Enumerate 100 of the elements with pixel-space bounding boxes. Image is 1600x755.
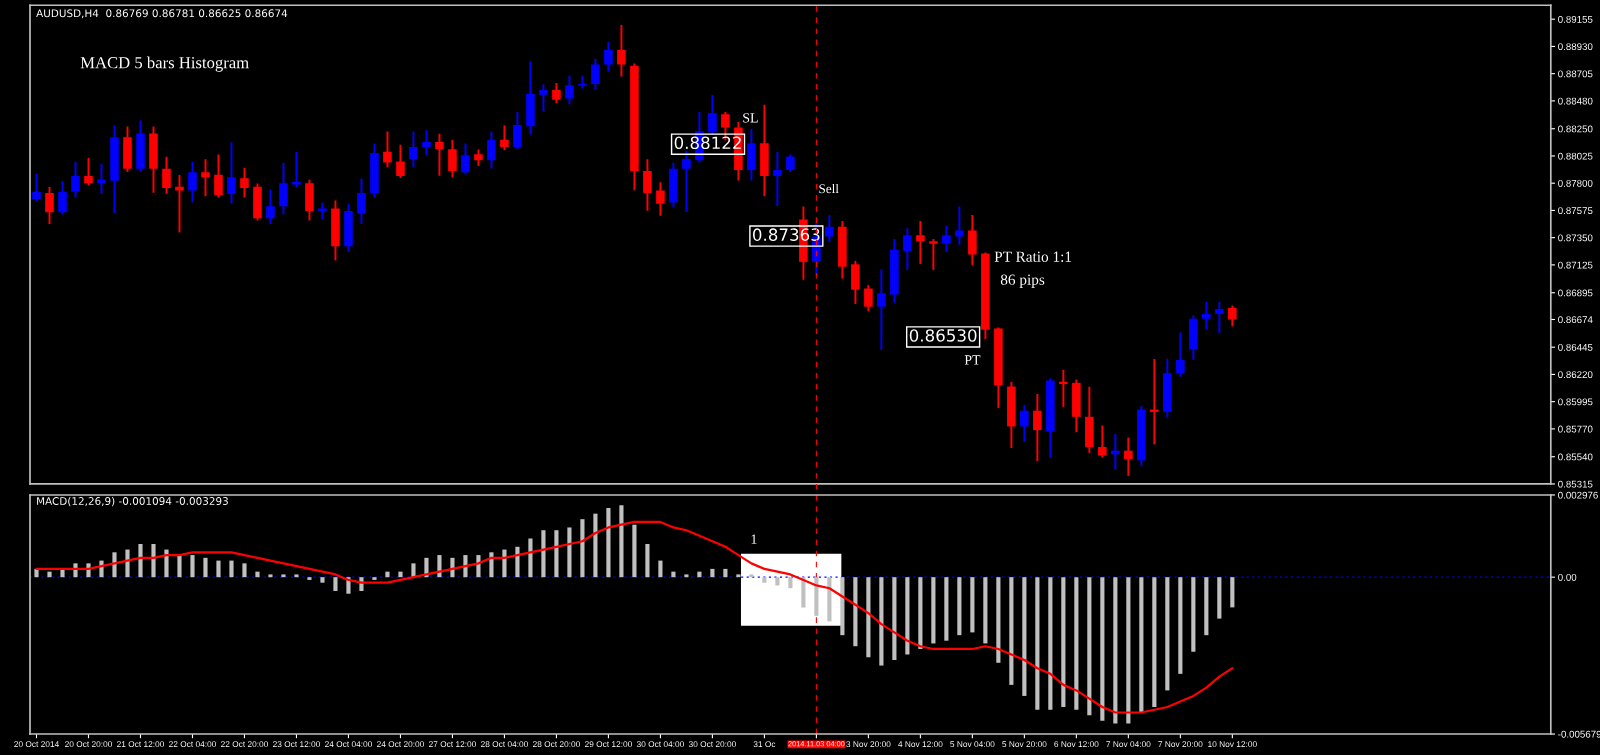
bar <box>489 552 494 578</box>
candlestick <box>32 173 41 202</box>
x-tick-label: 28 Oct 20:00 <box>532 741 580 748</box>
x-tick-label: 20 Oct 20:00 <box>65 741 113 748</box>
bar <box>177 555 182 578</box>
x-tick-label: 27 Oct 12:00 <box>429 741 476 748</box>
bar <box>203 557 208 578</box>
bar <box>1230 577 1235 608</box>
y-tick-label: 0.88025 <box>1558 152 1593 160</box>
bar <box>749 574 754 578</box>
bar <box>1035 577 1040 710</box>
bar <box>567 527 572 578</box>
annotation: Sell <box>819 183 839 194</box>
x-tick-label: 30 Oct 20:00 <box>688 741 736 748</box>
bar <box>723 568 728 578</box>
x-tick-label: 28 Oct 04:00 <box>481 741 528 748</box>
y-tick-label: 0.88705 <box>1558 70 1593 78</box>
x-tick-label: 31 Oc <box>753 741 776 748</box>
candlestick <box>58 181 67 215</box>
bar <box>372 577 377 580</box>
candlestick <box>45 187 54 225</box>
bar <box>1217 577 1222 619</box>
bar <box>970 577 975 633</box>
y-tick-label: 0.87800 <box>1558 179 1593 187</box>
bar <box>112 552 117 578</box>
candlestick <box>123 126 132 173</box>
bar <box>788 577 793 589</box>
x-tick-label: 4 Nov 12:00 <box>898 741 943 748</box>
bar <box>1113 577 1118 724</box>
bar <box>34 568 39 578</box>
bar <box>1139 577 1144 713</box>
bar <box>853 577 858 647</box>
line-series <box>35 520 1234 714</box>
y-tick-label: 0.00 <box>1558 573 1577 581</box>
x-tick-label: 21 Oct 12:00 <box>117 741 165 748</box>
candlestick <box>149 126 158 193</box>
y-tick-label: 0.87350 <box>1558 234 1593 242</box>
y-tick-label: 0.85315 <box>1558 480 1593 488</box>
bar <box>918 577 923 649</box>
bar <box>554 530 559 578</box>
y-tick-label: 0.86445 <box>1558 343 1593 351</box>
bar <box>593 513 598 578</box>
y-tick-label: 0.87125 <box>1558 261 1593 269</box>
annotation: 1 <box>751 534 757 544</box>
bar <box>606 508 611 578</box>
bar <box>1191 577 1196 652</box>
bar <box>1061 577 1066 707</box>
bar <box>307 577 312 580</box>
candlestick <box>71 161 80 198</box>
y-tick-label: 0.88930 <box>1558 43 1593 51</box>
y-tick-label: 0.85540 <box>1558 453 1593 461</box>
y-tick-label: 0.002976 <box>1558 491 1598 499</box>
y-tick-label: 0.85770 <box>1558 425 1593 433</box>
bar <box>190 555 195 578</box>
x-tick-label: 30 Oct 04:00 <box>636 741 684 748</box>
bar <box>255 571 260 578</box>
candlestick <box>84 158 93 186</box>
annotation: PT <box>964 355 981 365</box>
x-tick-label: 5 Nov 04:00 <box>950 741 995 748</box>
y-tick-label: 0.86674 <box>1558 316 1593 324</box>
chart-title: MACD(12,26,9) -0.001094 -0.003293 <box>37 496 228 507</box>
bar <box>47 571 52 578</box>
x-tick-label: 7 Nov 04:00 <box>1106 741 1151 748</box>
x-tick-label: 10 Nov 12:00 <box>1208 741 1257 748</box>
bar <box>1165 577 1170 691</box>
bar <box>333 577 338 591</box>
bar <box>320 577 325 583</box>
x-tick-label: 7 Nov 20:00 <box>1158 741 1203 748</box>
bar <box>541 530 546 578</box>
bar <box>892 577 897 661</box>
candlestick <box>110 125 119 214</box>
annotation: PT Ratio 1:1 <box>994 251 1072 262</box>
x-tick-label: 24 Oct 20:00 <box>377 741 424 748</box>
x-tick-label: 5 Nov 20:00 <box>1002 741 1047 748</box>
x-tick-label: 23 Oct 12:00 <box>273 741 320 748</box>
bar <box>1100 577 1105 721</box>
x-tick-label: 6 Nov 12:00 <box>1054 741 1099 748</box>
bar <box>164 549 169 578</box>
bar <box>125 549 130 578</box>
candlestick <box>188 161 197 203</box>
bar <box>1009 577 1014 685</box>
bar <box>658 560 663 578</box>
bar <box>827 577 832 622</box>
candlestick <box>201 159 210 197</box>
bar <box>996 577 1001 663</box>
candlestick <box>214 154 223 198</box>
x-tick-label: 22 Oct 04:00 <box>169 741 217 748</box>
bar <box>957 577 962 636</box>
bar <box>775 577 780 586</box>
bar <box>710 568 715 578</box>
bar <box>242 563 247 578</box>
bar <box>645 544 650 578</box>
bar <box>1204 577 1209 636</box>
x-tick-label: 20 Oct 2014 <box>14 741 59 748</box>
y-tick-label: 0.86220 <box>1558 371 1593 379</box>
bar <box>632 524 637 578</box>
bar <box>684 574 689 578</box>
candlestick <box>929 239 938 271</box>
bar <box>1126 577 1131 724</box>
bar <box>281 574 286 578</box>
